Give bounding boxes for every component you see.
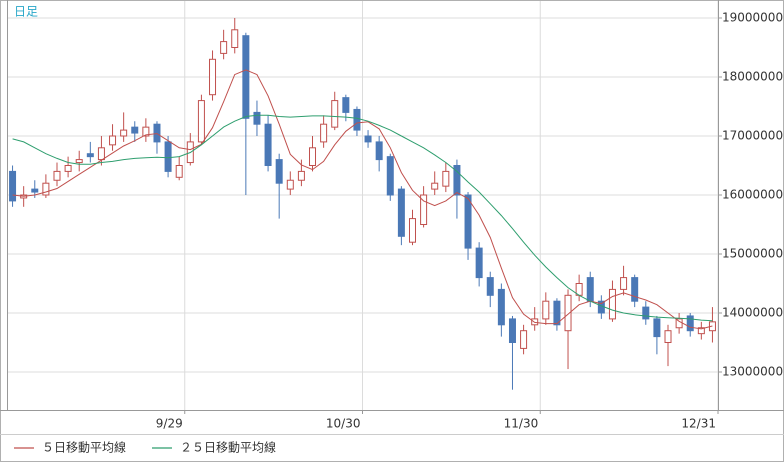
candle-body [64, 164, 72, 172]
candle-body [131, 126, 139, 134]
candle-body [253, 111, 261, 125]
candle-body [297, 170, 305, 181]
candle-body [242, 35, 250, 119]
candle-body [86, 153, 94, 158]
candle-body [375, 141, 383, 161]
candle-body [431, 182, 439, 190]
x-tick-label: 11/30 [504, 417, 539, 431]
candle-body [497, 288, 505, 326]
candle-body [520, 330, 528, 349]
y-tick-label: 17000000 [722, 128, 783, 142]
candle-body [508, 318, 516, 344]
candle-body [353, 108, 361, 131]
candle-body [53, 170, 61, 181]
candle-body [31, 188, 39, 193]
candle-body [264, 123, 272, 166]
y-tick-label: 15000000 [722, 247, 783, 261]
y-tick-label: 19000000 [722, 10, 783, 24]
y-tick-label: 13000000 [722, 365, 783, 379]
candle-body [486, 277, 494, 296]
candle-body [586, 277, 594, 302]
candle-body [564, 294, 572, 332]
candle-body [697, 327, 705, 335]
candle-body [420, 194, 428, 225]
candle-body [397, 188, 405, 237]
candle-body [553, 300, 561, 326]
candle-body [542, 300, 550, 320]
candle-body [164, 141, 172, 172]
candle-body [408, 218, 416, 243]
candle-body [475, 247, 483, 279]
legend-label: ２５日移動平均線 [180, 440, 276, 455]
legend-label: ５日移動平均線 [42, 440, 126, 455]
y-tick-label: 16000000 [722, 187, 783, 201]
candle-body [342, 97, 350, 113]
candle-body [309, 147, 317, 166]
candle-body [75, 159, 83, 164]
x-tick-label: 10/30 [326, 417, 361, 431]
candle-body [286, 179, 294, 190]
candle-body [231, 29, 239, 48]
y-tick-label: 18000000 [722, 69, 783, 83]
candle-body [608, 288, 616, 320]
candle-body [653, 318, 661, 338]
moving-average-line [12, 114, 713, 322]
candle-body [142, 126, 150, 137]
candle-body [220, 41, 228, 54]
candle-body [42, 182, 50, 196]
moving-average-line [12, 69, 713, 330]
candle-body [120, 129, 128, 137]
x-tick-label: 9/29 [156, 417, 183, 431]
marks [9, 17, 716, 390]
candle-body [175, 164, 183, 178]
candle-body [320, 123, 328, 143]
candle-body [442, 170, 450, 187]
candle-body [197, 100, 205, 143]
candle-body [664, 330, 672, 344]
candle-body [620, 277, 628, 290]
chart-title: 日足 [14, 5, 38, 19]
candle-body [331, 100, 339, 128]
candle-body [153, 123, 161, 143]
candle-body [386, 156, 394, 196]
y-tick-label: 14000000 [722, 306, 783, 320]
x-tick-label: 12/31 [681, 417, 716, 431]
candle-body [275, 159, 283, 184]
candle-body [686, 315, 694, 332]
candle-body [642, 306, 650, 320]
candle-body [209, 58, 217, 96]
candle-body [9, 170, 17, 202]
candle-body [631, 277, 639, 302]
candle-body [453, 164, 461, 196]
candle-body [464, 194, 472, 249]
candle-body [97, 147, 105, 161]
candle-body [109, 135, 117, 146]
candle-body [364, 135, 372, 143]
